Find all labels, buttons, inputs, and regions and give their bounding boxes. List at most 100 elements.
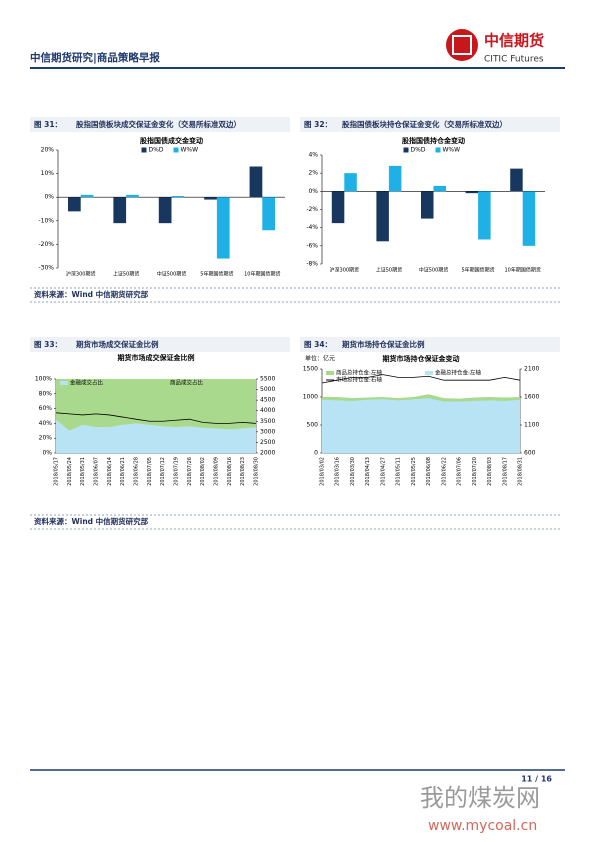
x-tick-label: 2018/04/27 bbox=[380, 457, 386, 486]
x-tick-label: 2018/05/11 bbox=[396, 457, 402, 486]
x-tick-label: 2018/07/12 bbox=[160, 457, 166, 486]
x-tick-label: 5年期国债期货 bbox=[200, 271, 233, 278]
chart-title: 股指国债成交金变动 bbox=[139, 136, 203, 145]
bar bbox=[216, 197, 230, 259]
x-tick-label: 2018/03/16 bbox=[335, 457, 341, 486]
legend-label: 商品总持仓金:左轴 bbox=[336, 369, 382, 377]
figure-label: 图 33： bbox=[34, 340, 62, 349]
legend-label: D%D bbox=[411, 147, 426, 154]
legend-label: 金融总持仓金:左轴 bbox=[435, 369, 481, 377]
x-tick-label: 中证500期货 bbox=[419, 267, 449, 274]
caption-band bbox=[30, 337, 290, 352]
legend-swatch bbox=[60, 381, 68, 385]
bar bbox=[421, 191, 434, 219]
legend-swatch bbox=[141, 147, 147, 153]
source: 资料来源：Wind 中信期货研究部 bbox=[34, 516, 149, 526]
bar bbox=[113, 197, 127, 224]
x-tick-label: 2018/03/02 bbox=[320, 457, 326, 486]
y-tick-label: 40% bbox=[39, 420, 53, 427]
y-tick-label: 2500 bbox=[260, 439, 275, 446]
chart-title: 期货市场持仓保证金变动 bbox=[383, 354, 460, 363]
x-tick-label: 2018/07/19 bbox=[174, 457, 180, 486]
x-tick-label: 2018/08/16 bbox=[227, 457, 233, 486]
watermark-url: www.mycoal.cn bbox=[428, 818, 537, 834]
logo-cn: 中信期货 bbox=[484, 32, 544, 50]
y-tick-label: 4500 bbox=[260, 397, 275, 404]
bar bbox=[433, 185, 446, 192]
logo-icon bbox=[446, 29, 478, 61]
bar bbox=[331, 191, 345, 224]
x-tick-label: 10年期国债期货 bbox=[244, 271, 280, 278]
caption-band bbox=[30, 117, 290, 132]
y-tick-label: -20% bbox=[38, 241, 54, 248]
y-tick-label: 0 bbox=[314, 450, 318, 457]
caption-band bbox=[300, 117, 560, 132]
x-tick-label: 2018/05/31 bbox=[80, 457, 86, 486]
y-tick-label: 4% bbox=[308, 152, 318, 159]
y-tick-label: -6% bbox=[306, 242, 318, 249]
x-tick-label: 2018/08/09 bbox=[214, 457, 220, 486]
bar bbox=[249, 166, 263, 198]
x-tick-label: 2018/05/24 bbox=[67, 457, 73, 486]
legend-swatch bbox=[173, 147, 179, 153]
legend-label: 商品成交占比 bbox=[170, 379, 204, 387]
y-tick-label: -10% bbox=[38, 217, 54, 224]
x-tick-label: 上证50期货 bbox=[113, 271, 139, 278]
y-tick-label: 3500 bbox=[260, 418, 275, 425]
legend-label: W%W bbox=[181, 147, 199, 154]
figure-caption: 股指国债板块成交保证金变化（交易所标准双边） bbox=[76, 119, 241, 129]
legend-swatch bbox=[425, 371, 433, 375]
y-tick-label: -4% bbox=[306, 224, 318, 231]
logo-mark bbox=[452, 35, 472, 55]
watermark-text: 我的煤炭网 bbox=[420, 784, 540, 812]
bar bbox=[510, 168, 523, 192]
legend-swatch bbox=[403, 147, 409, 153]
bar bbox=[388, 165, 402, 192]
y-tick-label: 600 bbox=[524, 450, 536, 457]
y-tick-label: 500 bbox=[307, 422, 319, 429]
x-tick-label: 2018/08/03 bbox=[487, 457, 493, 486]
y-tick-label: -2% bbox=[306, 206, 318, 213]
y-tick-label: 80% bbox=[39, 390, 53, 397]
x-tick-label: 10年期国债期货 bbox=[505, 267, 541, 274]
x-tick-label: 2018/07/26 bbox=[187, 457, 193, 486]
x-tick-label: 沪深300期货 bbox=[66, 271, 96, 278]
y-tick-label: 0% bbox=[308, 188, 318, 195]
legend-swatch bbox=[160, 381, 168, 385]
y-tick-label: 20% bbox=[39, 435, 53, 442]
x-tick-label: 2018/08/31 bbox=[518, 457, 524, 486]
y-tick-label: 100% bbox=[35, 376, 52, 383]
x-tick-label: 2018/07/20 bbox=[472, 457, 478, 486]
x-tick-label: 上证50期货 bbox=[376, 267, 402, 274]
y-tick-label: 20% bbox=[41, 147, 55, 154]
bar bbox=[376, 191, 389, 242]
area bbox=[322, 398, 520, 453]
figure-label: 图 31： bbox=[34, 120, 62, 129]
y-tick-label: 1100 bbox=[524, 422, 539, 429]
y-tick-label: 60% bbox=[39, 405, 53, 412]
x-tick-label: 中证500期货 bbox=[157, 271, 187, 278]
area bbox=[56, 419, 256, 453]
x-tick-label: 2018/06/22 bbox=[441, 457, 447, 486]
x-tick-label: 2018/08/30 bbox=[254, 457, 260, 486]
y-tick-label: 4000 bbox=[260, 407, 275, 414]
chart-title: 股指国债持仓金变动 bbox=[401, 136, 465, 145]
x-tick-label: 2018/06/08 bbox=[426, 457, 432, 486]
figure-caption: 股指国债板块持仓保证金变化（交易所标准双边） bbox=[342, 119, 507, 129]
bar bbox=[158, 197, 172, 224]
figure-caption: 期货市场持仓保证金比例 bbox=[342, 339, 425, 349]
x-tick-label: 2018/06/28 bbox=[134, 457, 140, 486]
line bbox=[321, 374, 521, 384]
source: 资料来源：Wind 中信期货研究部 bbox=[34, 289, 149, 299]
bar bbox=[80, 194, 94, 198]
x-tick-label: 2018/08/23 bbox=[240, 457, 246, 486]
legend-swatch bbox=[435, 147, 441, 153]
area bbox=[56, 379, 256, 431]
page-number: 11 / 16 bbox=[521, 775, 552, 784]
x-tick-label: 2018/06/07 bbox=[94, 457, 100, 486]
y-tick-label: 0% bbox=[42, 450, 52, 457]
y-tick-label: 5000 bbox=[260, 386, 275, 393]
bar bbox=[478, 191, 491, 240]
